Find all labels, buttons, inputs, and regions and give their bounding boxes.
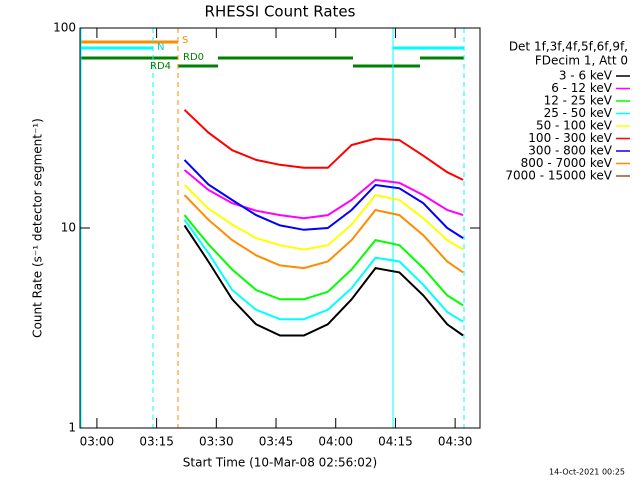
series-line [183,219,464,323]
legend-header: Det 1f,3f,4f,5f,6f,9f, [509,40,628,54]
series-line [183,194,464,274]
series-line [183,224,464,337]
x-tick-label: 04:30 [438,435,473,449]
legend-label: 300 - 800 keV [528,144,612,158]
chart-title: RHESSI Count Rates [205,3,356,21]
series-line [183,109,464,181]
series-line [183,184,464,251]
legend-label: 12 - 25 keV [544,94,613,108]
x-tick-label: 04:15 [378,435,413,449]
y-tick-label: 10 [61,221,76,235]
annotation: S [182,35,188,46]
y-tick-label: 100 [53,21,76,35]
annotation: RD0 [183,52,204,63]
x-tick-label: 04:00 [318,435,353,449]
legend-label: 100 - 300 keV [528,131,612,145]
legend-label: 3 - 6 keV [559,69,613,83]
y-axis-label: Count Rate (s⁻¹ detector segment⁻¹) [31,118,45,338]
legend-label: 25 - 50 keV [544,106,613,120]
series-line [183,159,464,239]
annotation: N [157,42,164,53]
x-tick-label: 03:00 [80,435,115,449]
x-tick-label: 03:45 [259,435,294,449]
legend-label: 6 - 12 keV [551,81,613,95]
annotation: RD4 [150,61,171,72]
footer: 14-Oct-2021 00:25 [549,468,625,477]
x-tick-label: 03:15 [139,435,174,449]
state-bars [80,40,464,68]
series-line [183,169,464,220]
legend-label: 7000 - 15000 keV [505,169,612,183]
legend-label: 50 - 100 keV [536,119,613,133]
legend-header: FDecim 1, Att 0 [535,54,628,68]
x-tick-label: 03:30 [199,435,234,449]
y-tick-label: 1 [68,421,76,435]
x-axis-label: Start Time (10-Mar-08 02:56:02) [183,456,377,470]
legend-label: 800 - 7000 keV [521,156,613,170]
series-line [183,214,464,307]
